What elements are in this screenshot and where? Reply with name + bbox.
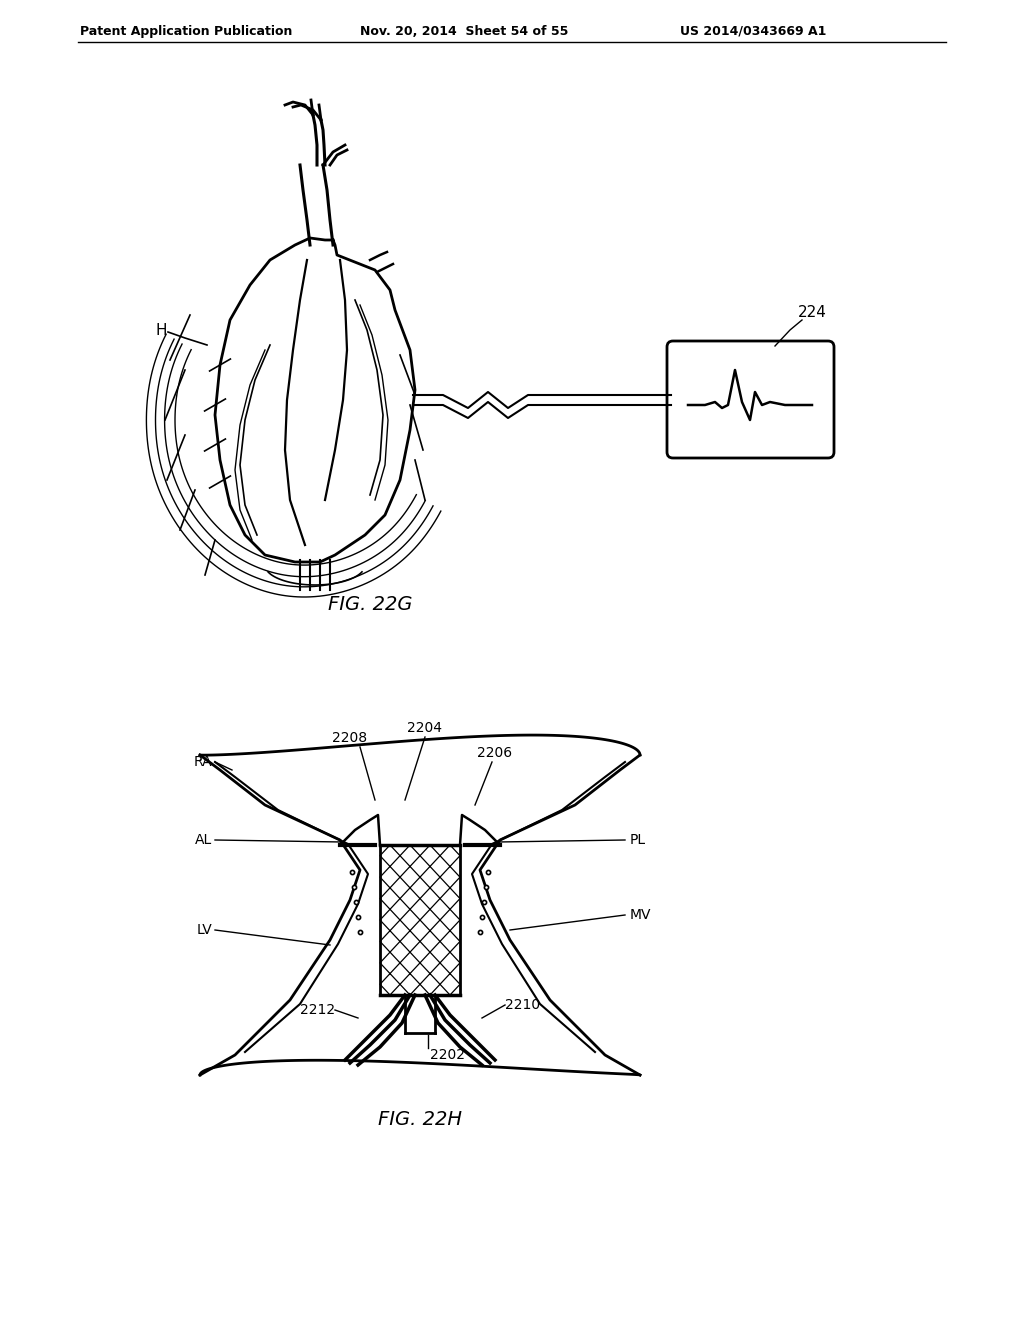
Text: H: H [156, 323, 167, 338]
Text: US 2014/0343669 A1: US 2014/0343669 A1 [680, 25, 826, 38]
Text: LV: LV [197, 923, 212, 937]
Text: 2210: 2210 [505, 998, 540, 1012]
Text: Patent Application Publication: Patent Application Publication [80, 25, 293, 38]
FancyBboxPatch shape [667, 341, 834, 458]
Text: FIG. 22H: FIG. 22H [378, 1110, 462, 1129]
Text: 2208: 2208 [333, 731, 368, 744]
Text: MV: MV [630, 908, 651, 921]
Text: 2206: 2206 [477, 746, 513, 760]
Text: 2212: 2212 [300, 1003, 335, 1016]
Text: RA: RA [194, 755, 212, 770]
Text: 2204: 2204 [408, 721, 442, 735]
Text: AL: AL [195, 833, 212, 847]
Text: 224: 224 [798, 305, 826, 319]
Text: PL: PL [630, 833, 646, 847]
Text: Nov. 20, 2014  Sheet 54 of 55: Nov. 20, 2014 Sheet 54 of 55 [360, 25, 568, 38]
Text: FIG. 22G: FIG. 22G [328, 595, 413, 614]
Text: 2202: 2202 [430, 1048, 465, 1063]
